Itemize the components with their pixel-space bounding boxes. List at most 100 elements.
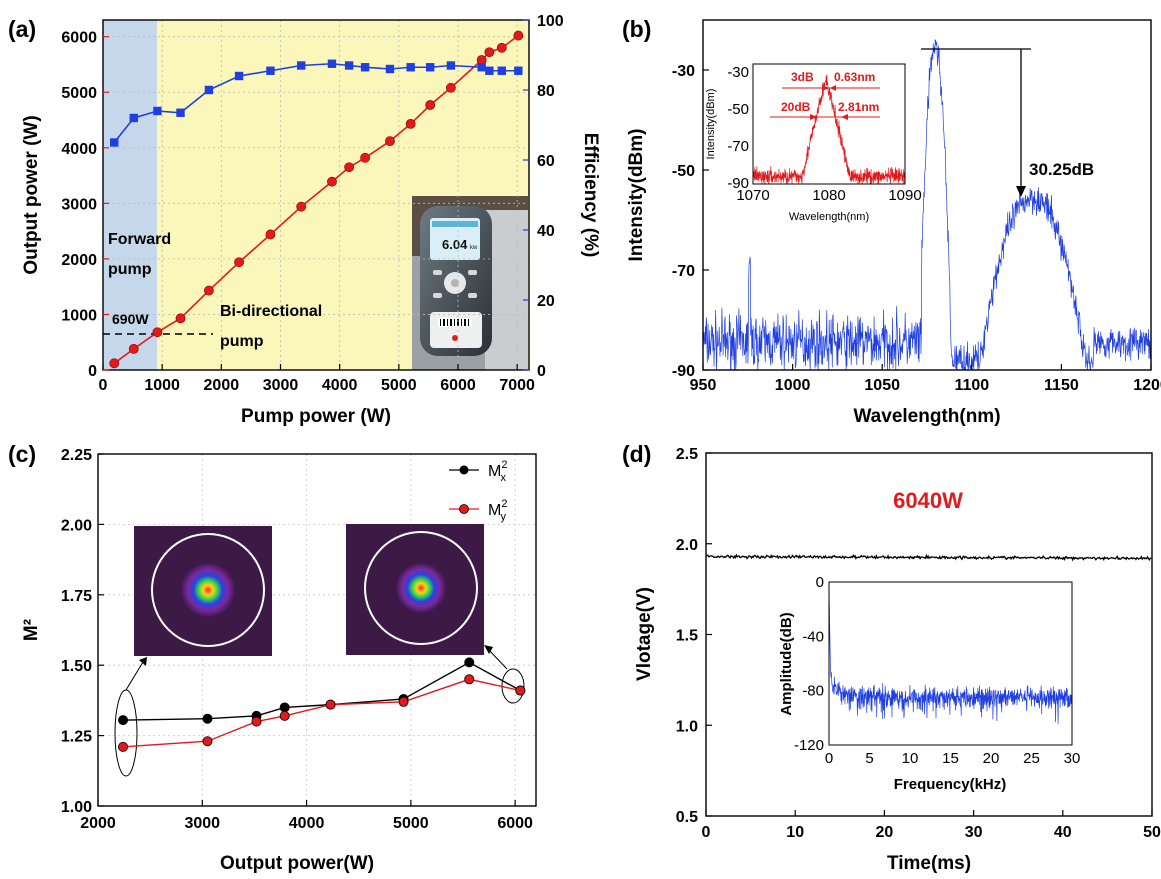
point-efficiency xyxy=(234,71,244,81)
inset-3db-value: 0.63nm xyxy=(834,70,875,84)
y-tick-label-d: 1.5 xyxy=(676,628,698,645)
forward-pump-label-1: Forward xyxy=(108,231,171,248)
y2-tick-label-a: 100 xyxy=(537,13,564,30)
x-tick-label-c: 4000 xyxy=(289,815,325,832)
inset-20db-value: 2.81nm xyxy=(838,100,879,114)
inset-20db-label: 20dB xyxy=(781,100,811,114)
panel-d: 0 10 20 30 40 500.51.01.52.02.5 (d) Time(ms) … xyxy=(622,441,1161,874)
x-tick-label-c: 6000 xyxy=(497,815,533,832)
point-efficiency xyxy=(129,113,138,123)
y-tick-label-b: -50 xyxy=(672,163,695,180)
series-line-voltage xyxy=(705,553,1152,562)
y-tick-label-c: 1.75 xyxy=(61,588,92,605)
x-tick-label-a: 0 xyxy=(99,377,108,394)
x-axis-label-b: Wavelength(nm) xyxy=(853,406,1000,427)
inset-d-y-tick-label: -80 xyxy=(802,683,824,700)
x-tick-label-a: 1000 xyxy=(144,377,180,394)
x-tick-label-b: 1000 xyxy=(775,377,811,394)
x-axis-label-d: Time(ms) xyxy=(887,853,971,874)
series-line-my2 xyxy=(122,678,521,748)
y-tick-label-a: 1000 xyxy=(61,307,97,324)
panel-a: 6.04 kw 0 1000 2000 3000 4000 5000 6000 7000010… xyxy=(8,13,601,427)
y2-tick-label-a: 40 xyxy=(537,223,555,240)
y-tick-label-c: 2.00 xyxy=(61,517,92,534)
panel-label-a: (a) xyxy=(8,16,36,42)
point-output-power xyxy=(204,285,214,296)
x-tick-label-d: 0 xyxy=(702,824,711,841)
point-mx2 xyxy=(464,657,475,668)
beam-profile-1 xyxy=(134,526,272,656)
x-tick-label-a: 4000 xyxy=(322,377,358,394)
y-tick-label-a: 0 xyxy=(88,363,97,380)
point-my2 xyxy=(118,741,129,752)
inset-d-ylabel: Amplitude(dB) xyxy=(778,612,795,715)
highlight-ellipse-low xyxy=(114,689,138,777)
point-output-power xyxy=(152,327,163,338)
point-mx2 xyxy=(118,715,129,726)
point-output-power xyxy=(405,118,416,129)
panel-label-d: (d) xyxy=(622,441,651,467)
inset-b: 1070 1080 1090 -90 -70 -50 -30 3dB 0.63nm 20dB… xyxy=(705,63,922,223)
x-tick-label-a: 3000 xyxy=(263,377,299,394)
point-output-power xyxy=(175,313,186,324)
x-tick-label-a: 6000 xyxy=(440,377,476,394)
point-efficiency xyxy=(297,61,306,70)
point-my2 xyxy=(279,710,290,721)
panel-label-c: (c) xyxy=(8,441,36,467)
inset-b-y-tick-label: -70 xyxy=(727,138,749,155)
point-efficiency xyxy=(485,66,494,75)
panel-c: 2000 3000 4000 5000 6000 1.00 1.25 1.50 1.75 2.00… xyxy=(8,441,537,874)
y2-tick-label-a: 20 xyxy=(537,293,555,310)
beam-profile-2 xyxy=(346,524,484,655)
point-efficiency xyxy=(327,59,337,68)
bidirectional-label-2: pump xyxy=(220,333,264,350)
y-axis-label-d: Vlotage(V) xyxy=(634,587,655,681)
x-tick-label-d: 10 xyxy=(786,824,804,841)
y-tick-label-a: 6000 xyxy=(61,30,97,47)
inset-d-y-tick-label: -40 xyxy=(802,628,824,645)
point-output-power xyxy=(385,136,395,147)
point-efficiency xyxy=(406,63,415,72)
power-meter-photo: 6.04 kw xyxy=(412,196,528,370)
series-line-mx2 xyxy=(123,661,521,721)
point-output-power xyxy=(425,100,436,110)
point-my2 xyxy=(325,699,336,710)
y-axis-label-a: Output power (W) xyxy=(21,115,42,274)
point-output-power xyxy=(109,358,120,369)
x-axis-label-c: Output power(W) xyxy=(220,853,374,874)
inset-d-frame xyxy=(828,581,1073,746)
y2-axis-label-a: Efficiency (%) xyxy=(580,133,601,258)
inset-b-y-tick-label: -50 xyxy=(727,101,749,118)
point-output-power xyxy=(265,229,276,240)
x-tick-label-c: 3000 xyxy=(184,815,220,832)
point-efficiency xyxy=(385,64,395,74)
point-efficiency xyxy=(344,61,354,70)
point-efficiency xyxy=(514,66,523,75)
axes-c-frame xyxy=(97,453,537,807)
x-tick-label-a: 7000 xyxy=(499,377,535,394)
point-my2 xyxy=(251,716,262,727)
point-efficiency xyxy=(425,63,435,72)
inset-series-line xyxy=(828,593,1073,724)
x-axis-label-a: Pump power (W) xyxy=(241,406,391,427)
panel-label-b: (b) xyxy=(622,16,651,42)
x-tick-label-a: 5000 xyxy=(381,377,417,394)
y-tick-label-a: 3000 xyxy=(61,196,97,213)
inset-b-xlabel: Wavelength(nm) xyxy=(789,211,869,223)
point-output-power xyxy=(128,343,139,354)
inset-series-line xyxy=(752,74,906,185)
legend-my2: M2 y xyxy=(488,498,507,523)
point-efficiency xyxy=(497,66,506,75)
inset-d-x-tick-label: 10 xyxy=(902,750,919,767)
spectrum-b xyxy=(702,39,1152,371)
x-tick-label-c: 5000 xyxy=(393,815,429,832)
x-tick-label-d: 30 xyxy=(965,824,983,841)
y-tick-label-b: -90 xyxy=(672,363,695,380)
point-efficiency xyxy=(266,66,275,75)
legend-mx2: M2 x xyxy=(488,459,507,484)
point-output-power xyxy=(445,82,456,93)
power-label-d: 6040W xyxy=(893,488,963,513)
point-efficiency xyxy=(360,63,370,72)
point-output-power xyxy=(327,176,337,187)
y2-tick-label-a: 80 xyxy=(537,83,555,100)
